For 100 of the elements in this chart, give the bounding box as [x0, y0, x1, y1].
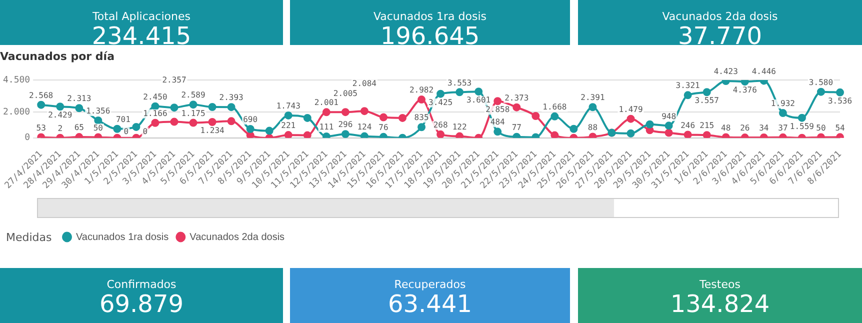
data-label: 2.391: [580, 93, 605, 102]
point: [341, 130, 350, 138]
point: [494, 97, 502, 106]
text: Vacunados 2da dosis: [661, 10, 779, 23]
data-label: 835: [414, 113, 429, 122]
text: Recuperados: [393, 278, 467, 291]
point: [132, 122, 140, 131]
data-label: 54: [835, 123, 845, 132]
data-label: 124: [357, 122, 372, 132]
data-label: 2.450: [143, 92, 168, 102]
data-label: 1.668: [542, 102, 567, 112]
point: [474, 88, 483, 96]
text: 69.879: [98, 290, 184, 318]
point: [740, 80, 749, 86]
data-label: 37: [778, 123, 788, 132]
data-label: 2.005: [333, 89, 358, 98]
point: [626, 129, 635, 138]
point: [550, 112, 559, 120]
point: [360, 132, 368, 138]
data-label: 2.373: [504, 93, 529, 102]
data-label: 111: [319, 122, 334, 132]
point: [284, 131, 292, 138]
data-label: 34: [759, 124, 769, 133]
point: [664, 122, 673, 130]
point: [56, 102, 64, 111]
point: [778, 109, 787, 118]
data-label: 4.423: [714, 67, 738, 76]
legend-label: Vacunados 1ra dosis: [76, 232, 169, 243]
point: [532, 112, 540, 120]
text: 234.415: [90, 22, 192, 50]
data-label: 246: [680, 120, 696, 130]
data-label: 690: [243, 115, 258, 124]
point: [284, 111, 292, 120]
text: 196.645: [379, 22, 481, 50]
data-label: 2.589: [181, 90, 206, 100]
point: [836, 88, 844, 96]
data-label: 4.376: [732, 86, 758, 95]
point: [341, 108, 350, 116]
data-label: 701: [116, 114, 131, 124]
data-label: 1.479: [618, 104, 643, 114]
data-label: 1.932: [770, 99, 796, 108]
point: [418, 123, 426, 132]
point: [170, 104, 178, 112]
data-label: 4.446: [752, 66, 776, 76]
point: [398, 114, 407, 122]
y-tick-label: 0: [24, 133, 30, 144]
data-label: 1.743: [276, 102, 301, 111]
data-label: 1.234: [200, 126, 225, 136]
point: [265, 126, 274, 135]
point: [208, 103, 216, 112]
text: Total Aplicaciones: [92, 10, 192, 23]
point: [456, 132, 464, 138]
data-label: 296: [338, 120, 353, 130]
data-label: 122: [452, 122, 467, 132]
data-label: 3.601: [466, 96, 491, 105]
data-label: 948: [662, 112, 676, 121]
point: [436, 130, 445, 138]
text: 37.770: [677, 22, 763, 50]
text: 63.441: [387, 290, 473, 318]
data-label: 2.084: [352, 79, 377, 88]
point: [664, 128, 673, 137]
data-label: 268: [433, 120, 448, 130]
point: [816, 88, 825, 96]
point: [550, 131, 559, 138]
data-label: 1.559: [790, 122, 814, 131]
text: Confirmados: [106, 278, 178, 291]
data-label: 2.313: [67, 94, 92, 104]
data-label: 88: [588, 122, 598, 132]
point: [170, 118, 178, 126]
point: [418, 96, 426, 104]
point: [227, 103, 236, 112]
point: [702, 88, 711, 96]
point: [246, 125, 254, 134]
point: [94, 116, 102, 124]
text: Testeos: [698, 278, 742, 291]
data-label: 1.356: [86, 106, 110, 116]
point: [360, 107, 368, 116]
data-label: 2.393: [219, 93, 244, 102]
point: [189, 100, 198, 109]
point: [436, 90, 445, 98]
point: [684, 130, 692, 138]
data-label: 3.536: [828, 96, 852, 106]
point: [702, 131, 711, 138]
legend-title: Medidas: [6, 230, 52, 244]
data-label: 3.321: [676, 81, 700, 90]
data-label: 221: [281, 121, 296, 130]
y-tick-label: 2.000: [3, 108, 30, 118]
data-label: 3.557: [694, 96, 720, 106]
point: [379, 113, 388, 122]
point: [456, 88, 464, 96]
legend-label: Vacunados 2da dosis: [190, 232, 285, 243]
data-label: 50: [816, 123, 826, 132]
point: [322, 132, 330, 138]
point: [208, 118, 216, 126]
point: [113, 124, 122, 133]
data-label: 484: [490, 118, 506, 127]
data-label: 2.982: [409, 86, 434, 95]
text: Vacunados 1ra dosis: [372, 10, 488, 23]
data-label: 65: [74, 123, 84, 132]
point: [75, 104, 84, 112]
